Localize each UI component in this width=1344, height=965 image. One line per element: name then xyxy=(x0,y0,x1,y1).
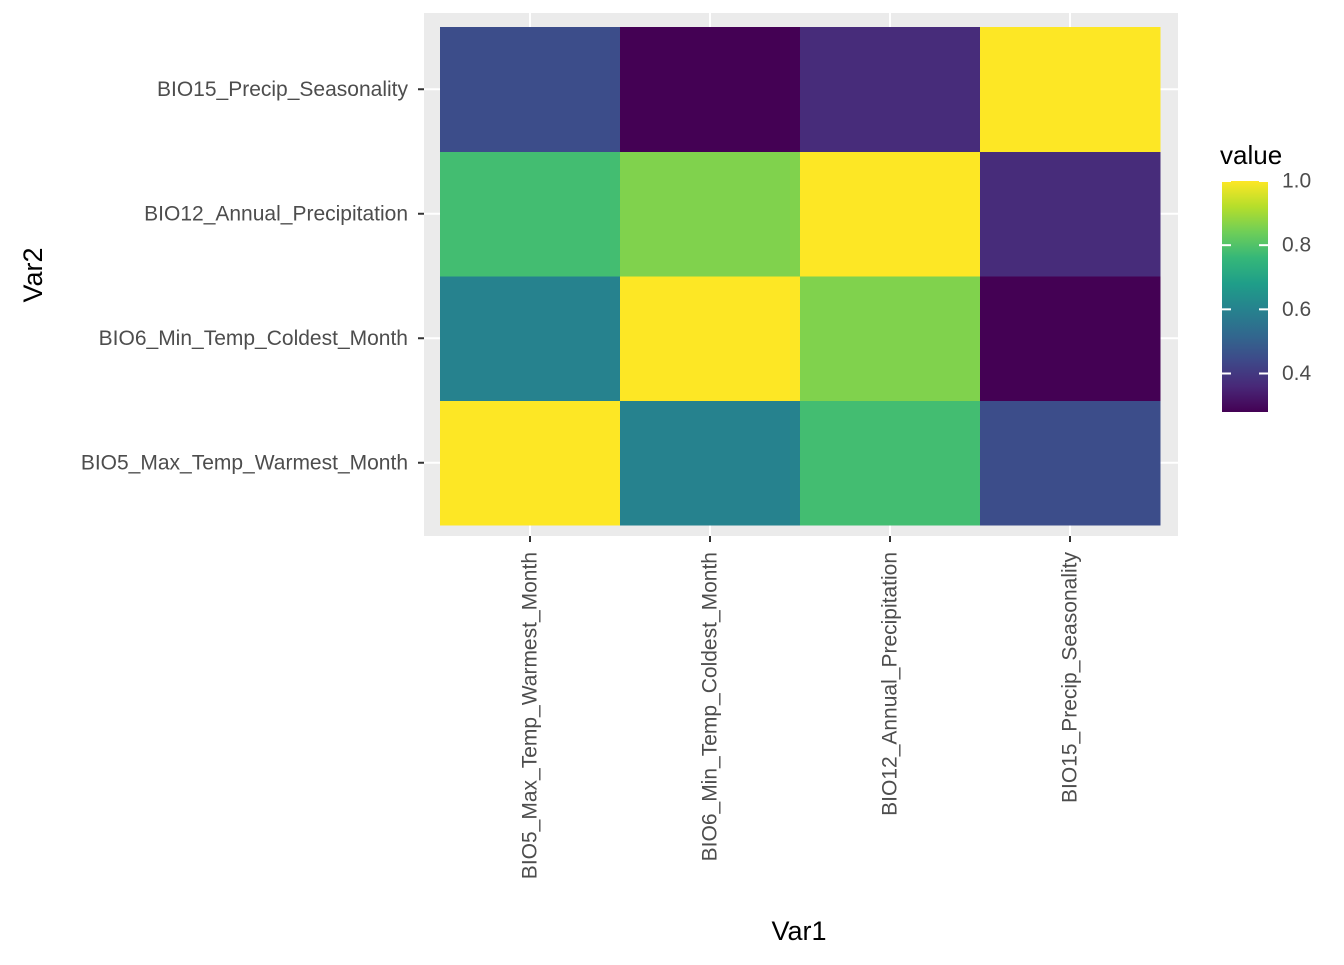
x-tick-label: BIO6_Min_Temp_Coldest_Month xyxy=(699,552,722,861)
legend-title: value xyxy=(1220,140,1282,170)
heatmap-cell xyxy=(800,276,981,401)
legend-tick-label: 0.6 xyxy=(1282,298,1311,321)
legend-tick-label: 1.0 xyxy=(1282,170,1311,193)
heatmap-cell xyxy=(620,276,801,401)
heatmap-cell xyxy=(800,27,981,152)
y-axis: BIO5_Max_Temp_Warmest_Month BIO6_Min_Temp… xyxy=(81,78,424,474)
heatmap-cell xyxy=(440,27,621,152)
heatmap-cell xyxy=(620,27,801,152)
legend-ticks: 0.4 0.6 0.8 1.0 xyxy=(1222,170,1312,385)
x-tick-label: BIO5_Max_Temp_Warmest_Month xyxy=(519,552,542,879)
y-axis-title: Var2 xyxy=(18,247,48,302)
heatmap-cell xyxy=(620,400,801,526)
color-legend: value 0.4 0.6 0.8 1.0 xyxy=(1220,140,1312,412)
heatmap-cells xyxy=(440,27,1161,526)
legend-tick-label: 0.4 xyxy=(1282,362,1312,385)
heatmap-cell xyxy=(980,151,1161,277)
x-tick-label: BIO15_Precip_Seasonality xyxy=(1059,552,1082,803)
heatmap-cell xyxy=(800,400,981,526)
heatmap-cell xyxy=(620,151,801,277)
heatmap-cell xyxy=(980,400,1161,526)
heatmap-cell xyxy=(980,27,1161,152)
heatmap-cell xyxy=(440,151,621,277)
heatmap-cell xyxy=(440,400,621,526)
y-tick-label: BIO12_Annual_Precipitation xyxy=(144,202,408,225)
heatmap-cell xyxy=(980,276,1161,401)
y-tick-label: BIO6_Min_Temp_Coldest_Month xyxy=(99,327,408,350)
legend-colorbar xyxy=(1222,181,1268,412)
x-axis-title: Var1 xyxy=(771,916,826,946)
y-tick-label: BIO5_Max_Temp_Warmest_Month xyxy=(81,451,408,474)
legend-tick-label: 0.8 xyxy=(1282,234,1311,257)
y-tick-label: BIO15_Precip_Seasonality xyxy=(157,78,408,101)
heatmap-cell xyxy=(440,276,621,401)
x-tick-label: BIO12_Annual_Precipitation xyxy=(879,552,902,816)
x-axis: BIO5_Max_Temp_Warmest_Month BIO6_Min_Temp… xyxy=(519,536,1082,879)
heatmap-cell xyxy=(800,151,981,277)
